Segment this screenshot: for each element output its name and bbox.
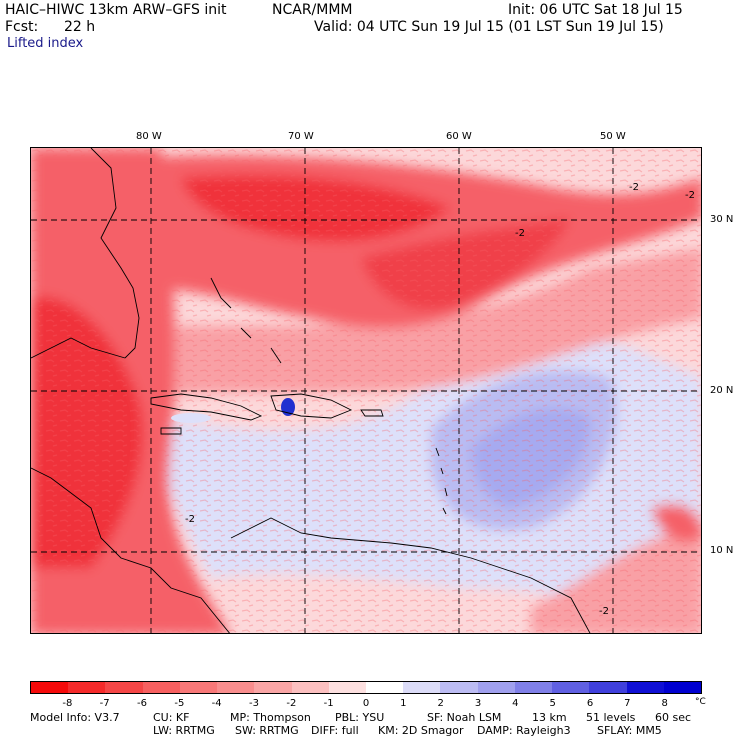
footer-sflay: SFLAY: MM5 <box>597 724 662 737</box>
colorbar-swatch <box>217 682 255 693</box>
footer-timestep: 60 sec <box>655 711 692 724</box>
coastlines <box>31 148 591 633</box>
forecast-hour: 22 h <box>64 19 96 35</box>
colorbar-swatch <box>328 682 366 693</box>
colorbar-tick-label: -1 <box>323 698 334 709</box>
colorbar-tick-label: -3 <box>249 698 259 709</box>
colorbar-tick-label: 7 <box>624 698 631 709</box>
colorbar-swatch <box>142 682 180 693</box>
colorbar-tick-label: -6 <box>137 698 147 709</box>
colorbar-tick-label: 3 <box>474 698 482 709</box>
footer-pbl: PBL: YSU <box>335 711 385 724</box>
valid-time: Valid: 04 UTC Sun 19 Jul 15 (01 LST Sun … <box>314 19 664 35</box>
footer-model-info: Model Info: V3.7 <box>30 711 120 724</box>
colorbar-tick-label: 0 <box>362 698 370 709</box>
lat-label-10n: 10 N <box>710 545 734 556</box>
colorbar-swatch <box>365 682 404 693</box>
init-time: Init: 06 UTC Sat 18 Jul 15 <box>508 2 683 18</box>
lon-label-50w: 50 W <box>600 131 626 142</box>
map-canvas: -2 -2 -2 -2 -2 <box>31 148 701 633</box>
colorbar-tick-label: -5 <box>174 698 185 709</box>
contour-label: -2 <box>515 228 525 239</box>
colorbar-tick-label: 6 <box>586 698 594 709</box>
colorbar-swatch <box>254 682 292 693</box>
contour-label: -2 <box>599 606 609 617</box>
colorbar-tick-label: 4 <box>512 698 519 709</box>
footer-km: KM: 2D Smagor <box>378 724 464 737</box>
colorbar-swatch <box>477 682 515 693</box>
footer-cu: CU: KF <box>153 711 190 724</box>
colorbar-tick-label: 8 <box>661 698 668 709</box>
contour-label: -2 <box>185 514 195 525</box>
colorbar-tick-label: 5 <box>549 698 556 709</box>
lat-label-30n: 30 N <box>710 214 734 225</box>
lon-label-60w: 60 W <box>446 131 472 142</box>
field-name: Lifted index <box>7 36 84 51</box>
colorbar <box>30 681 702 694</box>
contour-label: -2 <box>685 190 695 201</box>
lifted-index-map: -2 -2 -2 -2 -2 <box>30 147 702 634</box>
colorbar-tick-label: 2 <box>437 698 444 709</box>
colorbar-tick-label: 1 <box>400 698 407 709</box>
colorbar-swatch <box>403 682 441 693</box>
footer-sw: SW: RRTMG <box>235 724 299 737</box>
lon-label-80w: 80 W <box>136 131 162 142</box>
contour-label: -2 <box>629 182 639 193</box>
footer-diff: DIFF: full <box>311 724 359 737</box>
footer-damp: DAMP: Rayleigh3 <box>477 724 571 737</box>
lat-label-20n: 20 N <box>710 385 734 396</box>
colorbar-swatch <box>291 682 329 693</box>
colorbar-swatch <box>179 682 218 693</box>
colorbar-swatch <box>68 682 106 693</box>
stable-hotspot <box>281 398 295 416</box>
footer-sf: SF: Noah LSM <box>427 711 502 724</box>
colorbar-tick-label: -4 <box>211 698 222 709</box>
colorbar-tick-label: -8 <box>62 698 73 709</box>
colorbar-swatch <box>105 682 143 693</box>
org-label: NCAR/MMM <box>272 2 353 18</box>
colorbar-swatch <box>31 682 69 693</box>
colorbar-swatch <box>440 682 478 693</box>
colorbar-swatch <box>514 682 553 693</box>
footer-lw: LW: RRTMG <box>153 724 215 737</box>
colorbar-unit: °C <box>695 697 706 707</box>
colorbar-tick-label: -7 <box>99 698 110 709</box>
cuba-stable-area <box>171 413 211 423</box>
colorbar-swatch <box>663 682 701 693</box>
forecast-label: Fcst: <box>5 19 39 35</box>
footer-mp: MP: Thompson <box>230 711 311 724</box>
footer-resolution: 13 km <box>532 711 567 724</box>
lat-lon-grid <box>31 148 701 633</box>
colorbar-tick-label: -2 <box>286 698 297 709</box>
colorbar-swatch <box>589 682 627 693</box>
lon-label-70w: 70 W <box>288 131 314 142</box>
colorbar-swatch <box>552 682 590 693</box>
model-title: HAIC–HIWC 13km ARW–GFS init <box>5 2 227 18</box>
colorbar-swatch <box>626 682 664 693</box>
footer-levels: 51 levels <box>586 711 636 724</box>
